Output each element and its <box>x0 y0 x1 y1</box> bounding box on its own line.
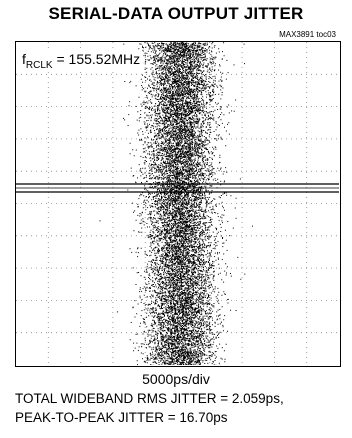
jitter-histogram <box>99 42 253 365</box>
x-axis-label: 5000ps/div <box>142 371 210 387</box>
oscilloscope-plot: fRCLK = 155.52MHz <box>15 41 341 367</box>
freq-prefix: f <box>22 51 26 67</box>
freq-value: = 155.52MHz <box>52 51 141 67</box>
pk-pk-jitter-note: PEAK-TO-PEAK JITTER = 16.70ps <box>15 410 228 425</box>
plot-area <box>16 42 339 365</box>
figure-id: MAX3891 toc03 <box>279 30 336 39</box>
rms-jitter-note: TOTAL WIDEBAND RMS JITTER = 2.059ps, <box>15 391 284 406</box>
rclk-frequency-label: fRCLK = 155.52MHz <box>20 51 144 72</box>
freq-subscript: RCLK <box>25 59 53 71</box>
chart-title: SERIAL-DATA OUTPUT JITTER <box>48 4 304 23</box>
jitter-points <box>99 42 253 365</box>
